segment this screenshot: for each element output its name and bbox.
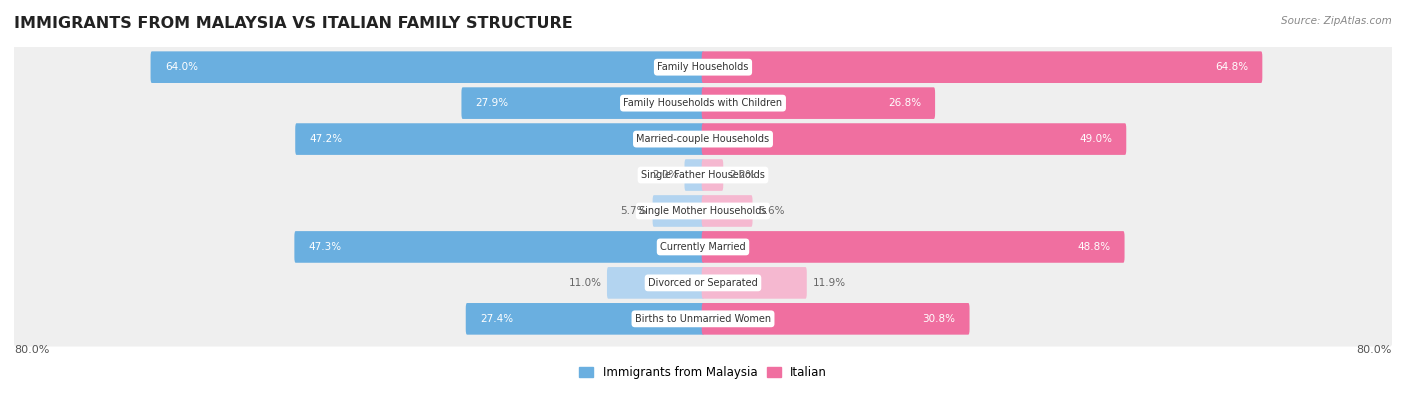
- Text: 30.8%: 30.8%: [922, 314, 955, 324]
- FancyBboxPatch shape: [13, 255, 1393, 310]
- Text: Currently Married: Currently Married: [661, 242, 745, 252]
- FancyBboxPatch shape: [685, 159, 704, 191]
- Text: Divorced or Separated: Divorced or Separated: [648, 278, 758, 288]
- FancyBboxPatch shape: [465, 303, 704, 335]
- Text: 27.9%: 27.9%: [475, 98, 509, 108]
- FancyBboxPatch shape: [652, 195, 704, 227]
- Text: Births to Unmarried Women: Births to Unmarried Women: [636, 314, 770, 324]
- Legend: Immigrants from Malaysia, Italian: Immigrants from Malaysia, Italian: [574, 361, 832, 384]
- Text: 11.0%: 11.0%: [568, 278, 602, 288]
- FancyBboxPatch shape: [150, 51, 704, 83]
- Text: Source: ZipAtlas.com: Source: ZipAtlas.com: [1281, 16, 1392, 26]
- Text: Family Households with Children: Family Households with Children: [623, 98, 783, 108]
- Text: 2.2%: 2.2%: [728, 170, 755, 180]
- FancyBboxPatch shape: [702, 267, 807, 299]
- FancyBboxPatch shape: [295, 123, 704, 155]
- Text: 80.0%: 80.0%: [1357, 345, 1392, 355]
- FancyBboxPatch shape: [702, 87, 935, 119]
- Text: Married-couple Households: Married-couple Households: [637, 134, 769, 144]
- Text: 11.9%: 11.9%: [813, 278, 845, 288]
- FancyBboxPatch shape: [13, 111, 1393, 167]
- FancyBboxPatch shape: [461, 87, 704, 119]
- Text: 48.8%: 48.8%: [1077, 242, 1111, 252]
- FancyBboxPatch shape: [13, 183, 1393, 239]
- Text: IMMIGRANTS FROM MALAYSIA VS ITALIAN FAMILY STRUCTURE: IMMIGRANTS FROM MALAYSIA VS ITALIAN FAMI…: [14, 16, 572, 31]
- Text: 26.8%: 26.8%: [887, 98, 921, 108]
- FancyBboxPatch shape: [13, 40, 1393, 95]
- FancyBboxPatch shape: [13, 291, 1393, 346]
- FancyBboxPatch shape: [13, 75, 1393, 131]
- Text: 2.0%: 2.0%: [652, 170, 679, 180]
- Text: 47.3%: 47.3%: [308, 242, 342, 252]
- Text: 64.8%: 64.8%: [1215, 62, 1249, 72]
- FancyBboxPatch shape: [702, 123, 1126, 155]
- FancyBboxPatch shape: [702, 51, 1263, 83]
- Text: 27.4%: 27.4%: [479, 314, 513, 324]
- Text: 5.6%: 5.6%: [758, 206, 785, 216]
- Text: 80.0%: 80.0%: [14, 345, 49, 355]
- Text: 47.2%: 47.2%: [309, 134, 343, 144]
- FancyBboxPatch shape: [702, 231, 1125, 263]
- Text: Single Mother Households: Single Mother Households: [640, 206, 766, 216]
- FancyBboxPatch shape: [702, 195, 752, 227]
- FancyBboxPatch shape: [702, 303, 970, 335]
- FancyBboxPatch shape: [702, 159, 723, 191]
- Text: 64.0%: 64.0%: [165, 62, 198, 72]
- Text: Single Father Households: Single Father Households: [641, 170, 765, 180]
- FancyBboxPatch shape: [294, 231, 704, 263]
- Text: 49.0%: 49.0%: [1078, 134, 1112, 144]
- FancyBboxPatch shape: [13, 147, 1393, 203]
- Text: 5.7%: 5.7%: [620, 206, 647, 216]
- Text: Family Households: Family Households: [658, 62, 748, 72]
- FancyBboxPatch shape: [13, 219, 1393, 275]
- FancyBboxPatch shape: [607, 267, 704, 299]
